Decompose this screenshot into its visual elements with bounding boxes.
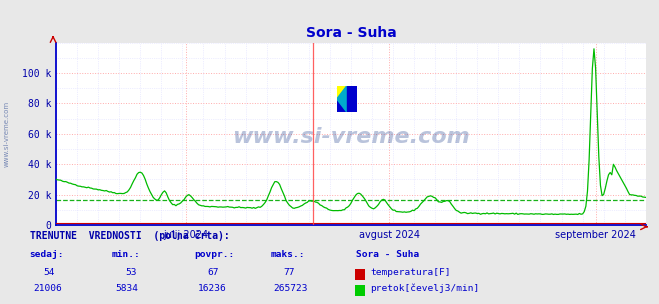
Polygon shape (337, 99, 347, 112)
Text: povpr.:: povpr.: (194, 250, 235, 259)
Text: 265723: 265723 (273, 284, 308, 293)
Polygon shape (337, 86, 347, 99)
Text: 54: 54 (43, 268, 54, 277)
Title: Sora - Suha: Sora - Suha (306, 26, 396, 40)
Text: min.:: min.: (112, 250, 141, 259)
Text: maks.:: maks.: (270, 250, 304, 259)
Polygon shape (337, 86, 347, 112)
Text: www.si-vreme.com: www.si-vreme.com (232, 127, 470, 147)
Text: 5834: 5834 (115, 284, 138, 293)
Text: TRENUTNE  VREDNOSTI  (polna črta):: TRENUTNE VREDNOSTI (polna črta): (30, 230, 229, 241)
Text: Sora - Suha: Sora - Suha (356, 250, 419, 259)
Text: 67: 67 (208, 268, 219, 277)
Text: 16236: 16236 (198, 284, 227, 293)
Text: www.si-vreme.com: www.si-vreme.com (3, 101, 10, 167)
Text: 53: 53 (125, 268, 136, 277)
Polygon shape (347, 86, 357, 112)
Text: 21006: 21006 (33, 284, 62, 293)
Text: temperatura[F]: temperatura[F] (370, 268, 451, 277)
Text: 77: 77 (283, 268, 295, 277)
Text: pretok[čevelj3/min]: pretok[čevelj3/min] (370, 284, 480, 293)
Text: sedaj:: sedaj: (30, 250, 64, 259)
